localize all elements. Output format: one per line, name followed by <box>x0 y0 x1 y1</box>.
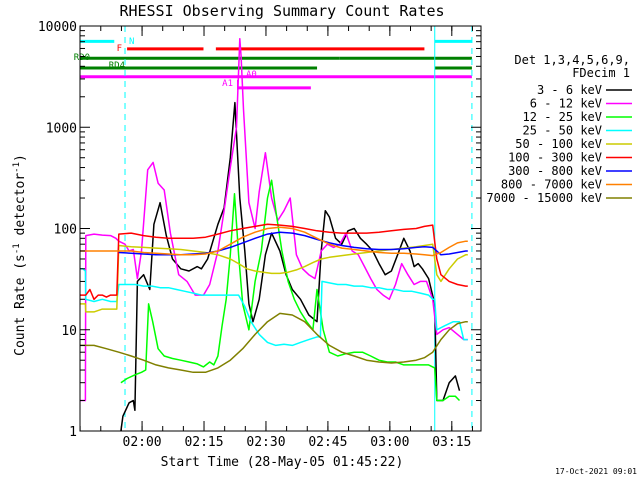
flag-label-rd4: RD4 <box>109 61 125 71</box>
chart-title: RHESSI Observing Summary Count Rates <box>119 2 444 20</box>
legend-label-8: 7000 - 15000 keV <box>486 191 602 205</box>
legend-label-2: 12 - 25 keV <box>523 110 602 124</box>
series-line-1 <box>80 37 468 402</box>
legend-label-1: 6 - 12 keV <box>530 97 602 111</box>
series-line-0 <box>120 101 461 432</box>
series-line-2 <box>120 179 461 402</box>
x-tick-label-2: 02:30 <box>246 435 285 450</box>
y-axis-label: Count Rate (s-1 detector-1) <box>12 154 28 356</box>
flag-label-a0: A0 <box>246 70 257 80</box>
y-tick-label-3: 1000 <box>46 121 77 136</box>
y-tick-label-4: 10000 <box>38 20 77 35</box>
y-axis-label-sup1: -1 <box>12 243 22 254</box>
axes: 1 10 100 1000 10000 02:00 02:15 02:30 02:45 03:00… <box>38 20 482 450</box>
x-tick-label-5: 03:15 <box>432 435 471 450</box>
legend-label-7: 800 - 7000 keV <box>501 178 602 192</box>
timestamp: 17-Oct-2021 09:01 <box>555 467 637 476</box>
flag-label-a1: A1 <box>222 79 233 89</box>
legend-label-3: 25 - 50 keV <box>523 124 602 138</box>
y-axis-label-end: ) <box>13 154 28 162</box>
x-axis-label: Start Time (28-May-05 01:45:22) <box>161 455 404 470</box>
x-tick-label-3: 02:45 <box>308 435 347 450</box>
x-tick-label-4: 03:00 <box>370 435 409 450</box>
legend-label-0: 3 - 6 keV <box>537 83 602 97</box>
series-line-7 <box>80 226 468 257</box>
flag-label-f: F <box>117 44 122 54</box>
legend-header-0: Det 1,3,4,5,6,9, <box>514 53 630 67</box>
y-axis-label-sup2: -1 <box>12 162 22 173</box>
series-line-3 <box>80 268 468 347</box>
series-layer <box>80 37 468 432</box>
y-axis-label-main: Count Rate (s <box>13 254 28 356</box>
series-line-4 <box>80 243 468 313</box>
legend-label-4: 50 - 100 keV <box>515 137 602 151</box>
series-line-8 <box>80 312 468 374</box>
flag-label-n: N <box>129 37 134 47</box>
y-axis-label-mid: detector <box>13 173 28 244</box>
legend-header-1: FDecim 1 <box>572 66 630 80</box>
legend-label-6: 300 - 800 keV <box>508 164 602 178</box>
y-tick-label-2: 100 <box>54 223 77 238</box>
y-tick-label-1: 10 <box>61 324 77 339</box>
flag-label-rd0: RD0 <box>74 53 90 63</box>
y-tick-label-0: 1 <box>69 425 77 440</box>
series-line-5 <box>80 223 468 301</box>
x-tick-label-1: 02:15 <box>184 435 223 450</box>
observing-flags: NF RD0 RD4 A1 A0 <box>74 26 473 431</box>
legend-label-5: 100 - 300 keV <box>508 151 602 165</box>
x-tick-label-0: 02:00 <box>123 435 162 450</box>
